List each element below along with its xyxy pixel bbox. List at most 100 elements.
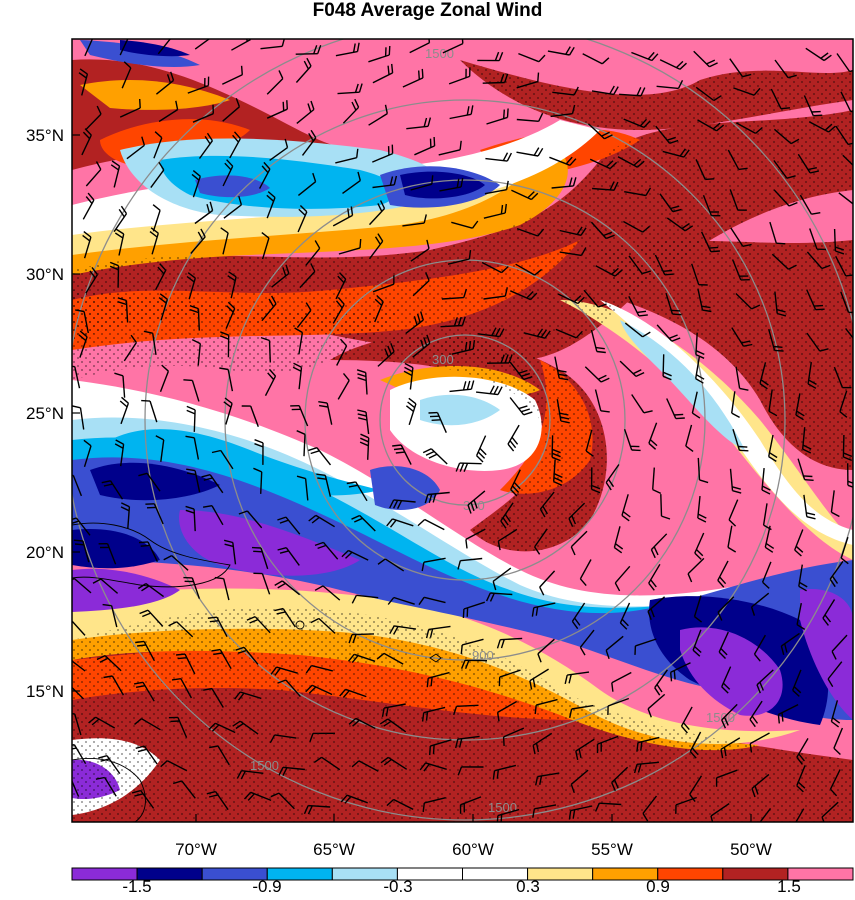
wind-barb-flag <box>802 444 812 450</box>
wind-barb-flag <box>314 240 321 249</box>
wind-barb <box>731 391 736 414</box>
wind-barb <box>799 194 813 215</box>
wind-barb-flag <box>135 640 145 644</box>
wind-barb-flag <box>830 720 840 728</box>
wind-barb <box>516 227 539 237</box>
wind-barb-flag <box>137 644 147 647</box>
wind-barb-flag <box>387 345 392 355</box>
wind-barb-flag <box>650 608 655 618</box>
wind-barb-flag <box>471 220 479 229</box>
wind-barb-flag <box>756 684 761 694</box>
wind-barb-flag <box>163 554 173 561</box>
wind-barb-flag <box>607 478 615 488</box>
wind-barb-flag <box>418 70 420 80</box>
wind-barb-flag <box>529 680 533 690</box>
wind-barb <box>336 345 348 366</box>
wind-barb-flag <box>613 181 619 191</box>
wind-barb-flag <box>611 782 616 792</box>
wind-barb-flag <box>742 73 752 78</box>
wind-barb-flag <box>311 516 320 524</box>
wind-barb-flag <box>386 518 393 527</box>
wind-barb-flag <box>374 236 381 245</box>
wind-barb-flag <box>613 86 619 95</box>
wind-barb-flag <box>669 139 679 144</box>
wind-barb-flag <box>263 161 271 170</box>
wind-barb-flag <box>680 725 688 734</box>
wind-barb-flag <box>282 101 285 111</box>
wind-barb-flag <box>202 505 213 508</box>
wind-barb-flag <box>806 516 816 520</box>
wind-barb-flag <box>728 519 737 527</box>
wind-barb-flag <box>467 504 472 514</box>
wind-barb <box>222 232 229 255</box>
wind-barb-flag <box>753 87 761 96</box>
lat-label-20n: 20°N <box>26 543 64 562</box>
wind-barb <box>79 407 85 430</box>
wind-barb-flag <box>573 295 582 303</box>
wind-barb <box>585 429 593 452</box>
wind-barb <box>537 638 555 655</box>
wind-barb-flag <box>208 794 218 798</box>
wind-barb-flag <box>774 349 784 352</box>
wind-barb <box>727 149 740 170</box>
wind-barb <box>311 664 333 672</box>
wind-barb-flag <box>656 684 663 693</box>
lon-label-60w: 60°W <box>452 840 494 859</box>
wind-barb <box>836 53 851 72</box>
wind-barb-flag <box>504 203 507 214</box>
wind-barb-flag <box>694 552 702 560</box>
wind-barb-flag <box>727 546 737 553</box>
wind-barb-flag <box>574 617 581 626</box>
wind-barb <box>72 779 80 797</box>
wind-barb-flag <box>792 689 800 697</box>
wind-barb-flag <box>240 65 243 75</box>
wind-barb-flag <box>705 178 715 181</box>
wind-barb-flag <box>392 499 399 509</box>
wind-barb-flag <box>191 173 200 181</box>
wind-barb <box>624 322 644 338</box>
wind-barb-flag <box>636 160 645 168</box>
wind-barb <box>735 366 741 389</box>
wind-barb-flag <box>226 305 234 313</box>
wind-barb-flag <box>500 520 507 529</box>
wind-barb-flag <box>158 161 165 171</box>
wind-barb-flag <box>377 233 384 242</box>
wind-barb-flag <box>141 585 150 592</box>
wind-barb-flag <box>278 766 284 776</box>
wind-barb <box>753 634 767 655</box>
wind-barb-flag <box>850 110 853 113</box>
wind-barb <box>246 510 263 529</box>
wind-barb-flag <box>101 480 111 484</box>
wind-barb-flag <box>611 682 614 692</box>
wind-barb <box>539 570 556 588</box>
wind-barb-flag <box>348 484 358 488</box>
colorbar-label-0-3: 0.3 <box>516 877 540 896</box>
wind-barb-flag <box>485 592 491 602</box>
wind-barb-flag <box>269 734 276 744</box>
wind-barb-flag <box>114 443 124 449</box>
wind-barb-flag <box>619 622 628 630</box>
wind-barb-flag <box>206 790 216 795</box>
wind-barb-flag <box>166 74 172 84</box>
wind-barb-flag <box>377 203 383 212</box>
wind-barb <box>278 792 295 810</box>
wind-barb-flag <box>279 519 289 524</box>
colorbar-label-neg-0-3: -0.3 <box>383 877 412 896</box>
wind-barb <box>497 700 518 714</box>
wind-barb-flag <box>294 327 303 334</box>
wind-barb-flag <box>813 304 824 307</box>
wind-barb-flag <box>357 373 367 378</box>
wind-barb-flag <box>201 474 211 478</box>
lon-label-70w: 70°W <box>175 840 217 859</box>
wind-barb <box>412 280 430 297</box>
wind-barb-flag <box>501 265 509 274</box>
wind-barb-flag <box>109 265 119 271</box>
wind-barb-flag <box>465 539 468 549</box>
wind-barb-flag <box>350 206 354 216</box>
wind-barb-flag <box>518 405 528 410</box>
wind-barb-flag <box>425 711 429 721</box>
wind-barb-flag <box>532 678 536 688</box>
wind-barb-flag <box>569 158 577 166</box>
wind-barb-flag <box>111 160 120 167</box>
wind-barb-flag <box>381 707 385 718</box>
